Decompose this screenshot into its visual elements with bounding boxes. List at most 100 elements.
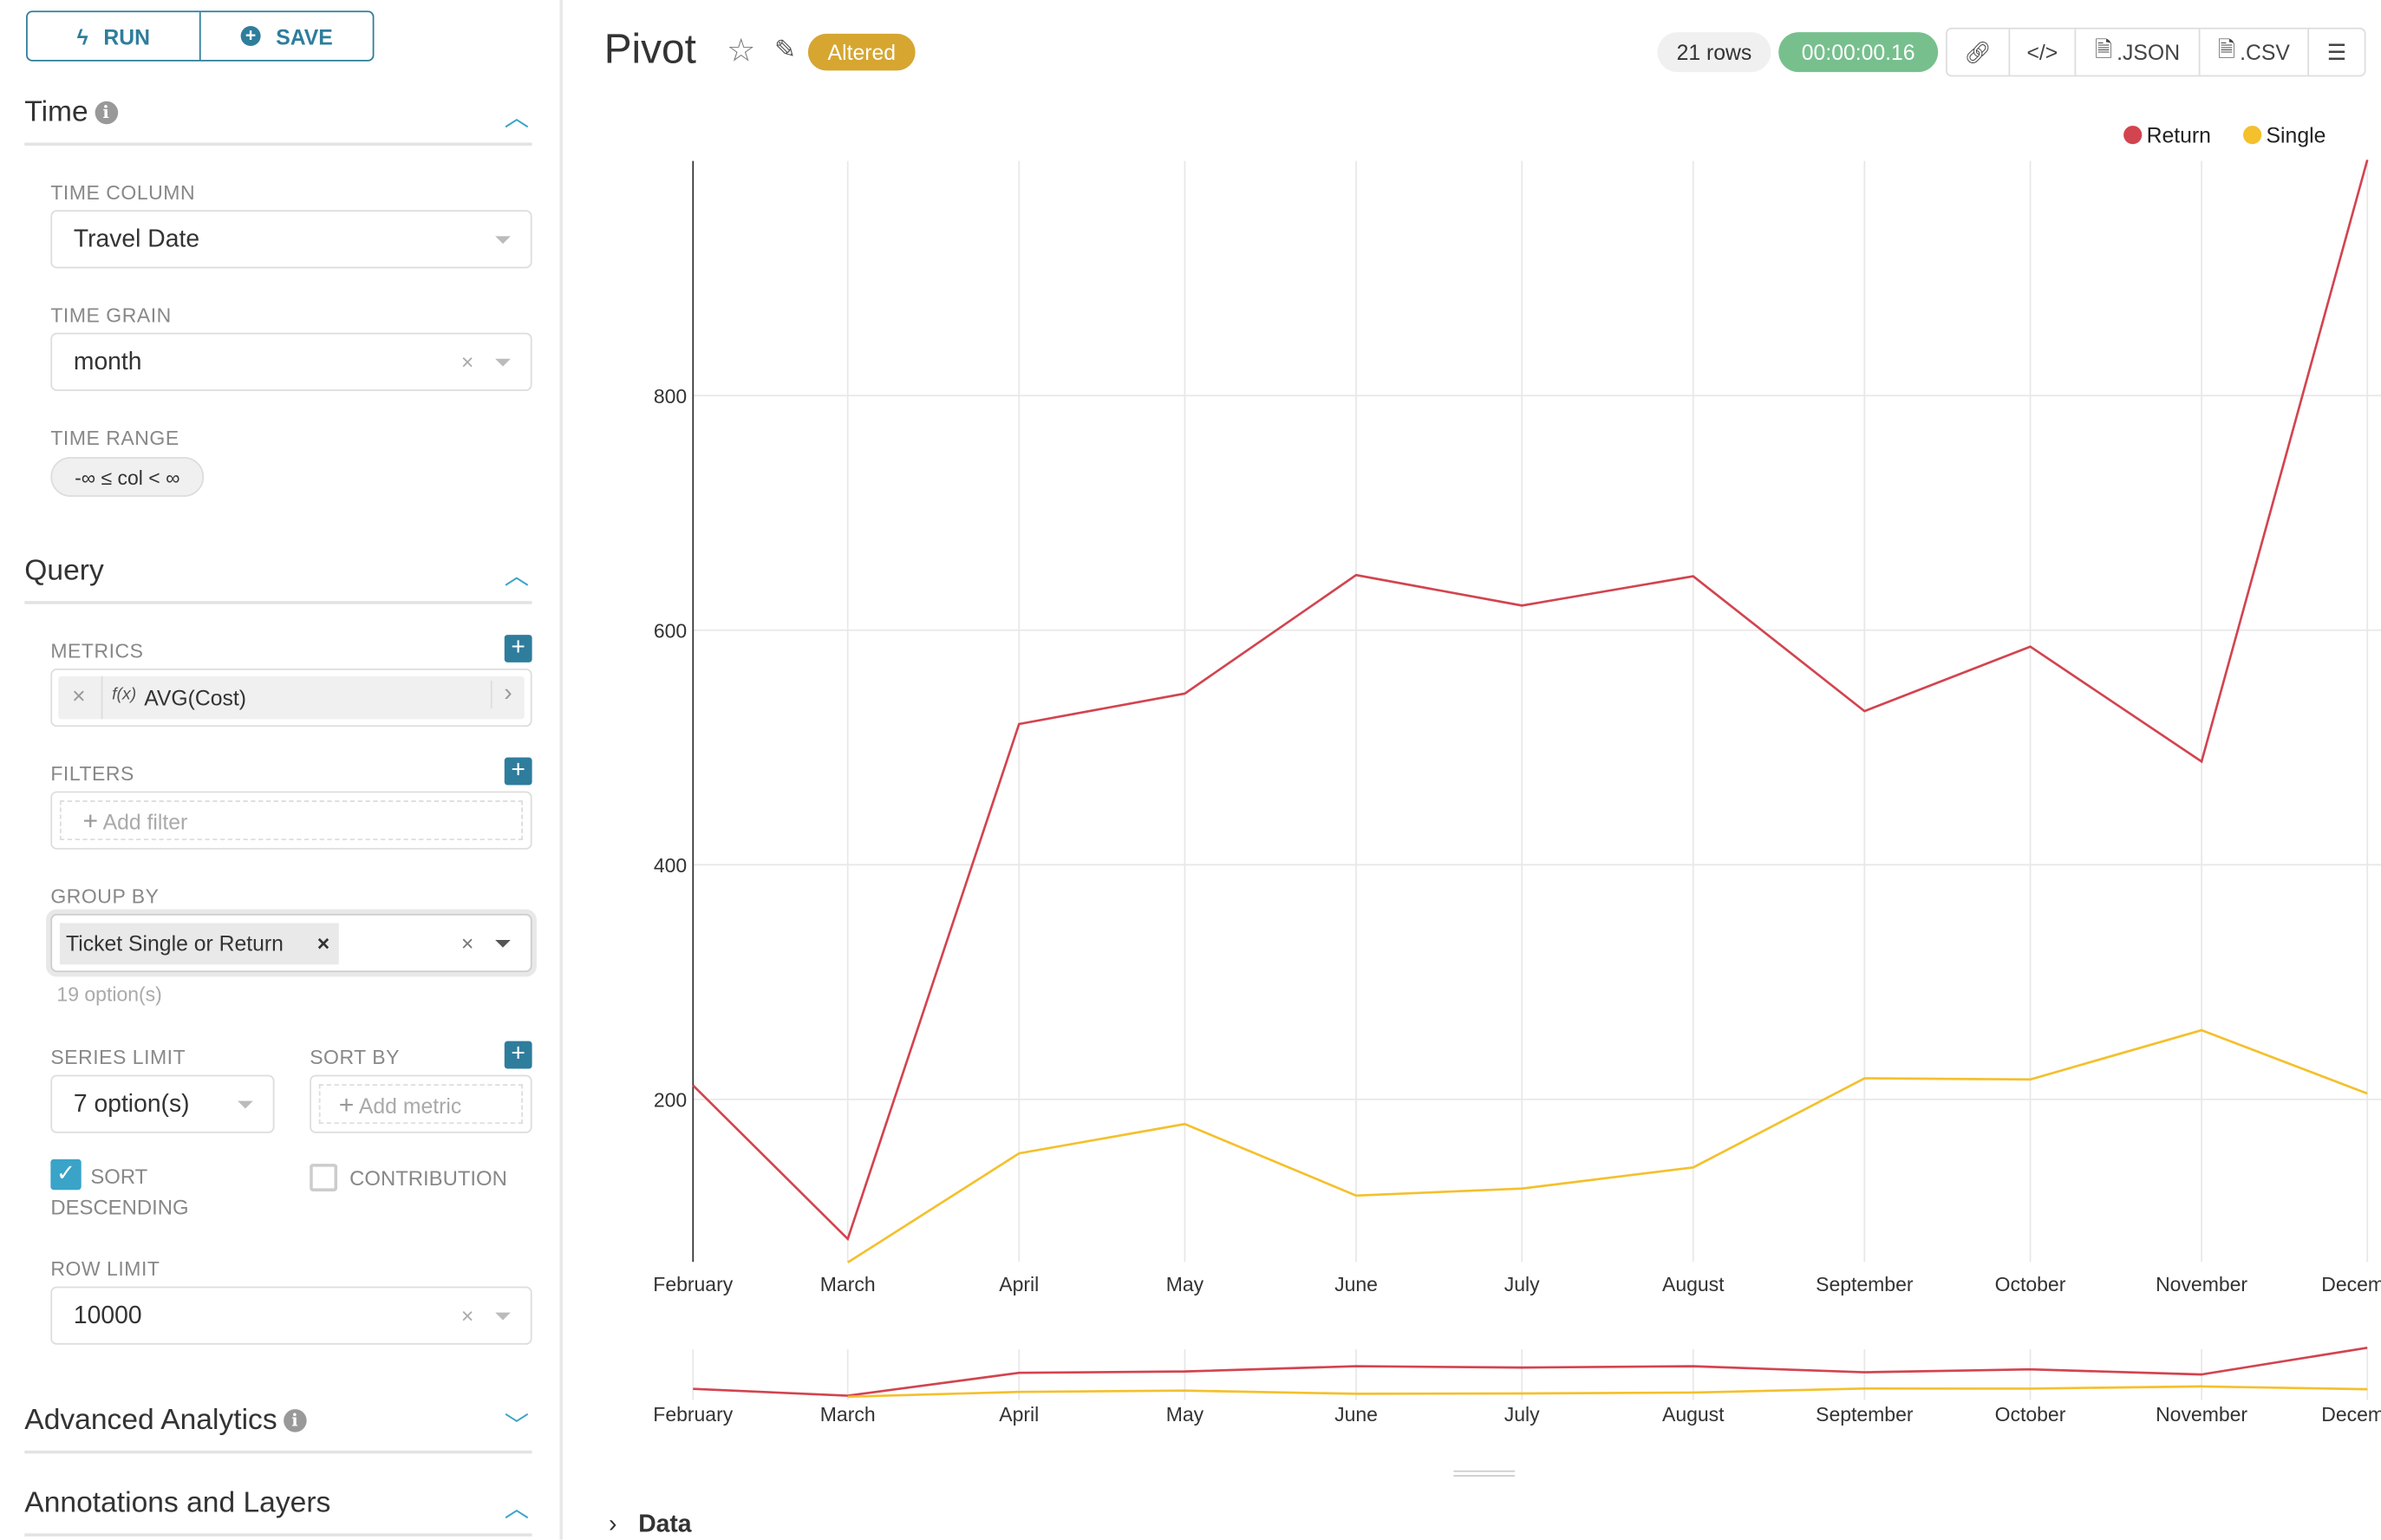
y-tick-label: 400 bbox=[654, 854, 687, 877]
plus-circle-icon: + bbox=[240, 25, 261, 47]
caret-down-icon bbox=[495, 236, 511, 245]
time-range-label: TIME RANGE bbox=[50, 426, 179, 450]
group-by-select[interactable]: Ticket Single or Return × × bbox=[50, 913, 532, 973]
edit-icon[interactable]: ✎ bbox=[773, 35, 797, 65]
bolt-icon: ϟ bbox=[76, 23, 88, 49]
x-tick-label: August bbox=[1662, 1273, 1725, 1295]
chevron-down-icon[interactable]: ﹀ bbox=[504, 1413, 530, 1440]
remove-tag-icon[interactable]: × bbox=[316, 930, 330, 956]
sort-descending-checkbox[interactable]: ✓ bbox=[50, 1158, 82, 1191]
file-text-icon: 🗎 bbox=[2217, 36, 2235, 62]
brush-x-tick-label: July bbox=[1504, 1403, 1540, 1426]
info-icon[interactable]: i bbox=[283, 1409, 307, 1432]
brush-x-tick-label: April bbox=[999, 1403, 1039, 1426]
resize-handle[interactable] bbox=[1453, 1470, 1516, 1477]
chevron-up-icon[interactable]: ︿ bbox=[504, 564, 530, 591]
star-icon[interactable]: ☆ bbox=[727, 33, 756, 69]
filters-label: FILTERS bbox=[50, 761, 134, 786]
row-limit-select[interactable]: 10000 × bbox=[50, 1286, 532, 1345]
x-tick-label: February bbox=[653, 1273, 733, 1295]
brush-x-tick-label: August bbox=[1662, 1403, 1725, 1426]
chevron-up-icon[interactable]: ︿ bbox=[504, 106, 530, 133]
link-icon: 🔗︎ bbox=[1964, 39, 1992, 64]
control-panel: ϟ RUN + SAVE Time i ︿ TIME COLUMN Travel Dat… bbox=[0, 0, 563, 1540]
clear-icon[interactable]: × bbox=[460, 930, 474, 956]
link-button[interactable]: 🔗︎ bbox=[1947, 29, 2009, 75]
query-timer: 00:00:00.16 bbox=[1778, 32, 1939, 73]
y-tick-label: 600 bbox=[654, 620, 687, 643]
add-filter-button[interactable]: + Add filter bbox=[59, 800, 523, 841]
x-tick-label: July bbox=[1504, 1273, 1540, 1295]
add-metric-button[interactable]: + bbox=[504, 635, 532, 662]
x-tick-label: June bbox=[1334, 1273, 1378, 1295]
file-code-icon: 🗎 bbox=[2094, 36, 2112, 62]
time-range-chip[interactable]: -∞ ≤ col < ∞ bbox=[50, 456, 205, 497]
time-grain-label: TIME GRAIN bbox=[50, 303, 172, 327]
brush-line-return bbox=[693, 1346, 2368, 1397]
section-annotations[interactable]: Annotations and Layers ︿ bbox=[24, 1478, 532, 1537]
brush-x-tick-label: November bbox=[2156, 1403, 2247, 1426]
metric-tag[interactable]: × f(x) AVG(Cost) › bbox=[58, 675, 525, 720]
group-by-hint: 19 option(s) bbox=[56, 982, 162, 1007]
contribution-checkbox[interactable] bbox=[310, 1164, 338, 1191]
legend-label: Return bbox=[2147, 124, 2211, 147]
section-time[interactable]: Time i ︿ bbox=[24, 88, 532, 146]
add-sort-button[interactable]: + bbox=[504, 1041, 532, 1069]
embed-button[interactable]: </> bbox=[2008, 29, 2074, 75]
export-json-button[interactable]: 🗎 .JSON bbox=[2074, 29, 2199, 75]
add-filter-plus-button[interactable]: + bbox=[504, 757, 532, 786]
filters-field: + Add filter bbox=[50, 791, 532, 850]
time-column-label: TIME COLUMN bbox=[50, 180, 196, 205]
run-button[interactable]: ϟ RUN bbox=[76, 23, 151, 49]
caret-down-icon bbox=[238, 1100, 253, 1109]
series-line-single bbox=[846, 1028, 2368, 1264]
remove-icon[interactable]: × bbox=[72, 683, 86, 710]
altered-badge[interactable]: Altered bbox=[807, 33, 916, 71]
brush-x-tick-label: June bbox=[1334, 1403, 1378, 1426]
legend-dot bbox=[2243, 126, 2262, 145]
metrics-label: METRICS bbox=[50, 639, 144, 662]
x-tick-label: September bbox=[1816, 1273, 1914, 1295]
data-section-toggle[interactable]: › Data bbox=[609, 1511, 692, 1538]
chevron-up-icon[interactable]: ︿ bbox=[504, 1496, 530, 1523]
clear-icon[interactable]: × bbox=[460, 1303, 474, 1328]
x-tick-label: October bbox=[1995, 1273, 2066, 1295]
section-query[interactable]: Query ︿ bbox=[24, 546, 532, 604]
clear-icon[interactable]: × bbox=[460, 349, 474, 375]
chart-actions: 🔗︎ </> 🗎 .JSON 🗎 .CSV ☰ bbox=[1945, 27, 2366, 77]
sort-by-label: SORT BY bbox=[310, 1045, 401, 1069]
group-by-label: GROUP BY bbox=[50, 884, 160, 908]
y-tick-label: 800 bbox=[654, 385, 687, 408]
metrics-field: × f(x) AVG(Cost) › bbox=[50, 668, 532, 728]
y-tick-label: 200 bbox=[654, 1089, 687, 1112]
caret-down-icon bbox=[495, 1312, 511, 1321]
series-limit-label: SERIES LIMIT bbox=[50, 1045, 186, 1069]
row-count-badge: 21 rows bbox=[1657, 32, 1771, 73]
caret-down-icon bbox=[495, 358, 511, 367]
time-column-select[interactable]: Travel Date bbox=[50, 210, 532, 269]
brush-x-tick-label: May bbox=[1166, 1403, 1204, 1426]
contribution-label: CONTRIBUTION bbox=[349, 1166, 507, 1191]
page-title: Pivot bbox=[603, 26, 696, 73]
x-tick-label: April bbox=[999, 1273, 1039, 1295]
section-advanced-analytics[interactable]: Advanced Analytics i ﹀ bbox=[24, 1395, 532, 1454]
export-csv-button[interactable]: 🗎 .CSV bbox=[2198, 29, 2308, 75]
brush-x-tick-label: February bbox=[653, 1403, 733, 1426]
sort-by-field: + Add metric bbox=[310, 1074, 532, 1133]
time-grain-select[interactable]: month × bbox=[50, 332, 532, 391]
x-tick-label: November bbox=[2156, 1273, 2247, 1295]
brush-x-tick-label: October bbox=[1995, 1403, 2066, 1426]
legend-dot bbox=[2123, 126, 2143, 145]
row-limit-label: ROW LIMIT bbox=[50, 1257, 160, 1281]
caret-down-icon bbox=[495, 939, 511, 948]
brush-line-single bbox=[847, 1385, 2368, 1399]
hamburger-icon: ☰ bbox=[2326, 39, 2346, 64]
chart-panel: Pivot ☆ ✎ Altered 21 rows 00:00:00.16 🔗︎… bbox=[563, 0, 2381, 1539]
series-limit-select[interactable]: 7 option(s) bbox=[50, 1074, 275, 1133]
info-icon[interactable]: i bbox=[94, 101, 118, 125]
add-metric-button[interactable]: + Add metric bbox=[318, 1084, 523, 1125]
save-button[interactable]: + SAVE bbox=[199, 12, 373, 60]
code-icon: </> bbox=[2026, 39, 2058, 65]
menu-button[interactable]: ☰ bbox=[2307, 29, 2364, 75]
chevron-right-icon[interactable]: › bbox=[490, 681, 512, 708]
